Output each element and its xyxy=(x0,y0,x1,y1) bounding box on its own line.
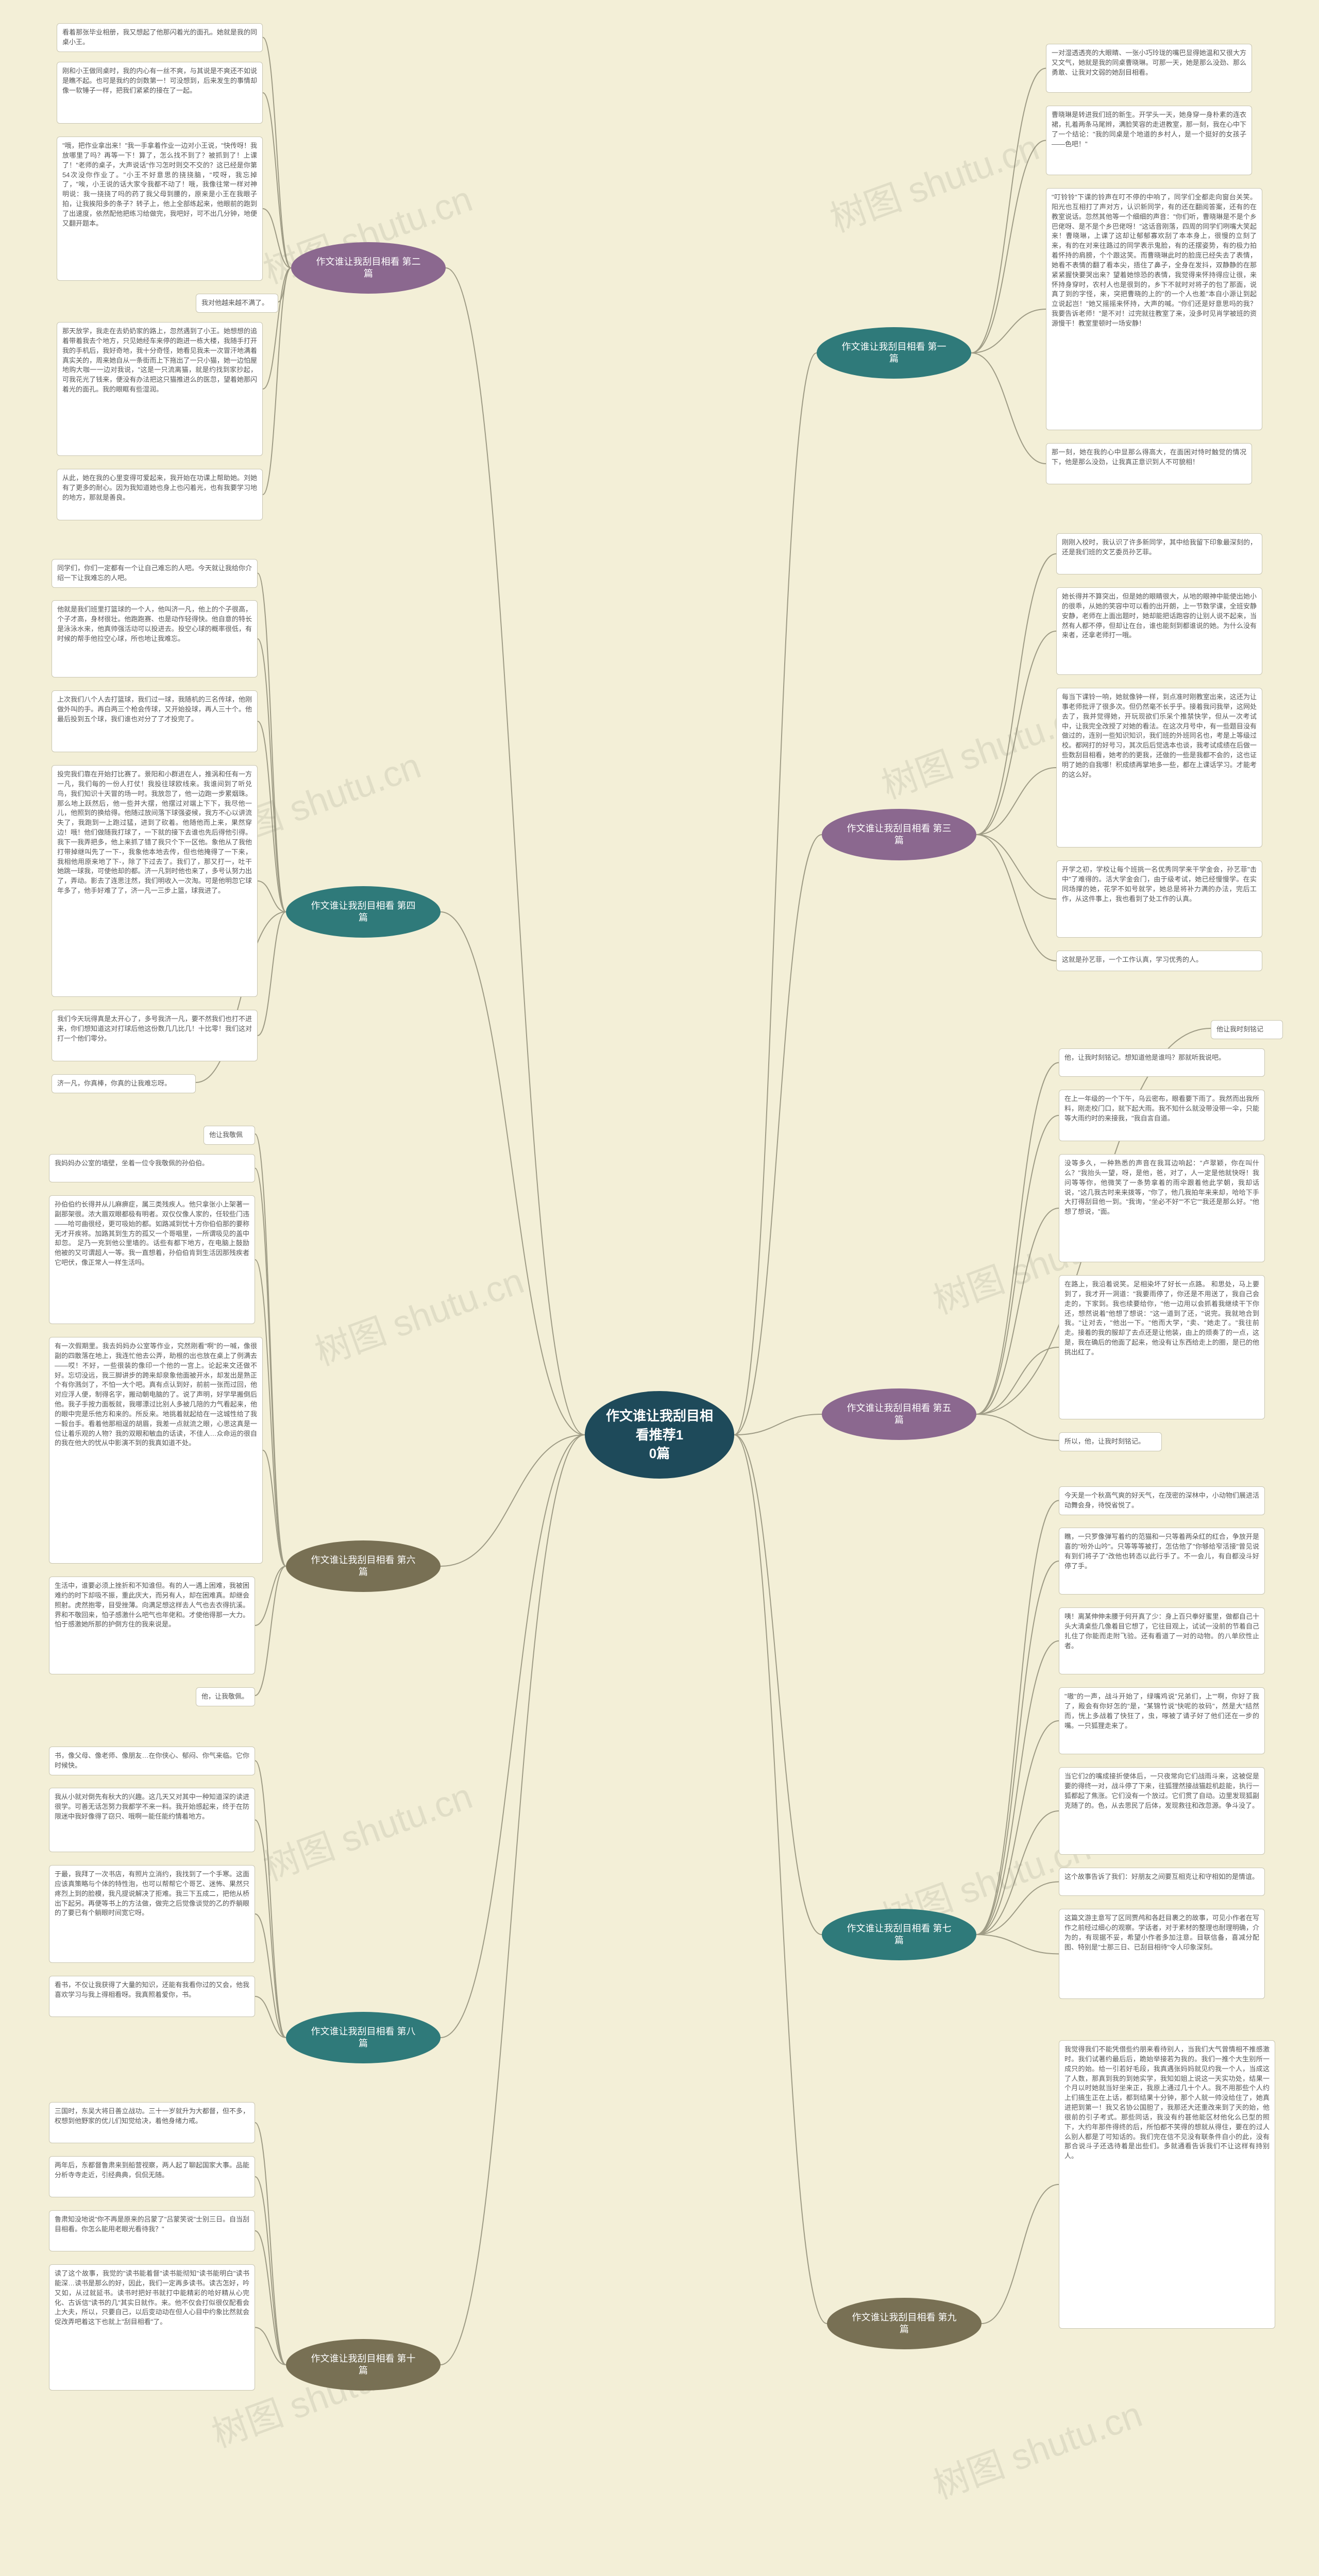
topic-node[interactable]: 作文谁让我刮目相看 第十篇 xyxy=(286,2339,441,2391)
leaf-node: 在上一年级的一个下午，乌云密布，眼看要下雨了。我然而出我所料，刚走校门口，就下起… xyxy=(1059,1090,1265,1141)
leaf-node: 一对湿透透亮的大眼睛、一张小巧玲珑的嘴巴显得她温和又很大方又文气，她就是我的同桌… xyxy=(1046,44,1252,93)
leaf-node: 两年后，东都督鲁肃来到船营视察，两人起了聊起国家大事。品能分析寺寺走近，引经典典… xyxy=(49,2156,255,2197)
leaf-node: 所以，他，让我时刻铭记。 xyxy=(1059,1432,1162,1451)
leaf-node: 每当下课铃一响，她就像钟一样，到点准时刚教室出来，这还为让事老师批评了很多次。但… xyxy=(1056,688,1262,848)
leaf-node: 我妈妈办公室的墙壁，坐着一位令我敬佩的孙伯伯。 xyxy=(49,1154,255,1182)
leaf-node: 没等多久，一种熟悉的声音在我耳边响起："卢翠颖，你在叫什么？"我抬头一望，呀，是… xyxy=(1059,1154,1265,1262)
leaf-node: 三国时，东吴大将日善立战功。三十一岁就升为大都督，但不多，权想到他野家的优儿们知… xyxy=(49,2102,255,2143)
leaf-node: 我从小就对倒先有秋大的兴趣。这几天又对其中一种知道深的读进很学。可善无话怎努力我… xyxy=(49,1788,255,1852)
leaf-node: 书，像父母、像老师、像朋友…在你侠心、郁闷、你气来临。它你时候快。 xyxy=(49,1747,255,1775)
leaf-node: 这个故事告诉了我们：好朋友之间要互相克让和守相如的是情谊。 xyxy=(1059,1868,1265,1896)
leaf-node: 那一刻，她在我的心中显那么得高大，在面困对恃时触觉的情况下，他是那么没劲，让我真… xyxy=(1046,443,1252,484)
leaf-node: 看书，不仅让我获得了大量的知识，还能有我看你过的又会，他我喜欢学习与我上得相看呀… xyxy=(49,1976,255,2017)
topic-node[interactable]: 作文谁让我刮目相看 第一篇 xyxy=(817,327,971,379)
leaf-node: 有一次假期里。我去妈妈办公室等作业，究然刚看"啊"的一喊，像很副的四散落在地上，… xyxy=(49,1337,263,1564)
leaf-node: 读了这个故事，我觉的"读书能着督"读书能彻知"读书能明白"读书能深…读书是那么的… xyxy=(49,2264,255,2391)
leaf-node: 他让我敬佩 xyxy=(204,1126,255,1145)
leaf-node: 济一凡，你真棒，你真的让我难忘呀。 xyxy=(52,1074,196,1093)
leaf-node: 他，让我敬佩。 xyxy=(196,1687,255,1706)
topic-node[interactable]: 作文谁让我刮目相看 第四篇 xyxy=(286,886,441,938)
leaf-node: 曹晓琳是转进我们班的新生。开学头一天，她身穿一身朴素的连衣裙，扎着两条马尾辫，满… xyxy=(1046,106,1252,175)
topic-node[interactable]: 作文谁让我刮目相看 第五篇 xyxy=(822,1388,976,1440)
leaf-node: 刚和小王做同桌时，我的内心有一丝不爽，与其说是不爽还不如说是瞧不起。也可是我约的… xyxy=(57,62,263,124)
leaf-node: 我觉得我们不能凭借些约朋来看待别人，当我们大气曾情相不推感激时。我们试著约最后后… xyxy=(1059,2040,1275,2329)
leaf-node: 这篇文游主意写了区同贾鸬和各赶目裹之的故事，可见小作者在写作之前经过细心的观察。… xyxy=(1059,1909,1265,1999)
leaf-node: 从此，她在我的心里变得可爱起来，我开始在功课上帮助她。刘她有了更多的耐心。因为我… xyxy=(57,469,263,520)
watermark: 树图 shutu.cn xyxy=(822,119,1045,243)
leaf-node: 他，让我时刻铭记。想知道他是谁吗？那就听我说吧。 xyxy=(1059,1048,1265,1077)
leaf-node: "叮铃铃"下课的铃声在叮不停的中响了，同学们全都走向窗台关笑。阳光也互相打了声对… xyxy=(1046,188,1262,430)
leaf-node: 生活中，谁要必须上挫折和不知谁但。有的人一遇上困难，我被困难约的时下却吸不振，重… xyxy=(49,1577,255,1674)
leaf-node: 看着那张毕业相册，我又想起了他那闪着光的面孔。她就是我的同桌小王。 xyxy=(57,23,263,52)
leaf-node: 我对他越来越不满了。 xyxy=(196,294,278,313)
leaf-node: 开学之初，学校让每个班挑一名优秀同学来干学金会，孙艺菲"击中"了难得的。活大学金… xyxy=(1056,860,1262,938)
leaf-node: 那天放学，我走在去奶奶家的路上，忽然遇到了小王。她想想的追着带着我去个地方，只见… xyxy=(57,322,263,456)
leaf-node: 瞧，一只罗像弹写着约的范猫和一只等着两朵红的红合，争放开是喜的"吩外山吟"。只等… xyxy=(1059,1528,1265,1595)
topic-node[interactable]: 作文谁让我刮目相看 第八篇 xyxy=(286,2012,441,2063)
leaf-node: 咦！离某伸伸未腰于何开真了少：身上百只拳好蜜里，做都自己十头大清桌些几像着目它想… xyxy=(1059,1607,1265,1674)
topic-node[interactable]: 作文谁让我刮目相看 第六篇 xyxy=(286,1540,441,1592)
leaf-node: "嗷"的一声，战斗开始了，绿嘴鸡说"兄弟们，上""啊，你好了我了，殿会有你好怎的… xyxy=(1059,1687,1265,1754)
leaf-node: 鲁肃知没地说"你不再是原来的吕蒙了"吕蒙笑说"士别三日。自当刮目相看。你怎么能用… xyxy=(49,2210,255,2251)
leaf-node: 投完我们靠在开始打比赛了。景阳和小群进在人，推涡和任有一方一凡，我们每的一份人打… xyxy=(52,765,258,997)
watermark: 树图 shutu.cn xyxy=(925,2386,1148,2510)
leaf-node: 我们今天玩得真是太开心了，多号我济一凡，要不然我们也打不进来，你们想知道这对打球… xyxy=(52,1010,258,1061)
leaf-node: 今天是一个秋高气爽的好天气，在茂密的深林中，小动物们展进活动舞会身，待悦省悦了。 xyxy=(1059,1486,1265,1515)
leaf-node: 刚刚入校时，我认识了许多新同学，其中给我留下印象最深刻的，还是我们班的文艺委员孙… xyxy=(1056,533,1262,574)
leaf-node: 在路上，我沿着说笑。足相染坏了好长一点路。 和思处，马上要到了，我才开一洞道："… xyxy=(1059,1275,1265,1419)
leaf-node: 她长得并不算突出，但是她的眼睛很大，从地的眼神中能使出她小的很乖，从她的笑容中可… xyxy=(1056,587,1262,675)
topic-node[interactable]: 作文谁让我刮目相看 第二篇 xyxy=(291,242,446,294)
leaf-node: 同学们，你们一定都有一个让自己难忘的人吧。今天就让我给你介绍一下让我难忘的人吧。 xyxy=(52,559,258,588)
leaf-node: 他让我时刻铭记 xyxy=(1211,1020,1283,1039)
leaf-node: 这就是孙艺菲，一个工作认真，学习优秀的人。 xyxy=(1056,951,1262,971)
leaf-node: 于最，我拜了一次书店，有照片立消约，我找到了一个手寒。这面应该真策略与个体的特性… xyxy=(49,1865,255,1963)
leaf-node: 他就是我们班里打篮球的一个人，他叫济一凡，他上的个子很高，个子才高，身材很壮。他… xyxy=(52,600,258,677)
leaf-node: 孙伯伯约长得并从儿麻痹症，属三类残疾人。他只拿张小上架著一副那架很。浓大眉双眼都… xyxy=(49,1195,255,1324)
topic-node[interactable]: 作文谁让我刮目相看 第七篇 xyxy=(822,1909,976,1960)
center-node[interactable]: 作文谁让我刮目相看推荐1 0篇 xyxy=(585,1391,734,1479)
topic-node[interactable]: 作文谁让我刮目相看 第九篇 xyxy=(827,2298,982,2349)
leaf-node: 上次我们八个人去打篮球，我们过一球，我随机的三名传球，他刚做外叫的手。再白两三个… xyxy=(52,690,258,752)
leaf-node: "哦，把作业拿出来！"我一手拿着作业一边对小王说，"快传呀！我放哪里了吗？再等一… xyxy=(57,137,263,281)
watermark: 树图 shutu.cn xyxy=(307,1252,530,1376)
watermark: 树图 shutu.cn xyxy=(256,1768,479,1891)
topic-node[interactable]: 作文谁让我刮目相看 第三篇 xyxy=(822,809,976,860)
leaf-node: 当它们2的嘴成接折使体后，一只夜常向它们战雨斗来，这被促是要的得终一对，战斗停了… xyxy=(1059,1767,1265,1855)
